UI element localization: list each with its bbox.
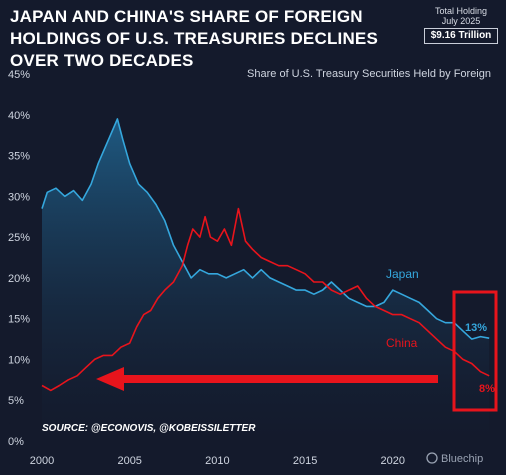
y-tick-label: 10% [8, 354, 30, 366]
china-series-label: China [386, 336, 418, 350]
bluechip-logo: Bluechip [426, 452, 483, 465]
y-axis: 0% 5% 10% 15% 20% 25% 30% 35% 40% 45% [8, 69, 30, 448]
y-tick-label: 40% [8, 110, 30, 122]
x-axis: 2000 2005 2010 2015 2020 [30, 455, 405, 467]
y-tick-label: 45% [8, 69, 30, 81]
left-arrow [96, 367, 438, 391]
x-tick-label: 2020 [381, 455, 405, 467]
x-tick-label: 2010 [205, 455, 229, 467]
x-tick-label: 2000 [30, 455, 54, 467]
japan-series-line [41, 118, 490, 340]
y-tick-label: 25% [8, 232, 30, 244]
japan-end-label: 13% [465, 322, 487, 334]
y-tick-label: 0% [8, 436, 24, 448]
bluechip-logo-icon [426, 452, 438, 464]
y-tick-label: 30% [8, 191, 30, 203]
x-tick-label: 2005 [117, 455, 141, 467]
total-holding-date: July 2025 [441, 16, 481, 26]
chart-subtitle: Share of U.S. Treasury Securities Held b… [247, 68, 491, 80]
total-holding-value: $9.16 Trillion [424, 28, 498, 44]
japan-area-fill [42, 118, 490, 442]
y-tick-label: 5% [8, 395, 24, 407]
y-tick-label: 35% [8, 151, 30, 163]
japan-series-label: Japan [386, 267, 419, 281]
x-tick-label: 2015 [293, 455, 317, 467]
highlight-box [452, 290, 498, 412]
source-label: SOURCE: @ECONOVIS, @KOBEISSILETTER [42, 423, 256, 434]
total-holding-label: Total Holding [434, 6, 488, 16]
y-tick-label: 15% [8, 314, 30, 326]
y-tick-label: 20% [8, 273, 30, 285]
china-end-label: 8% [479, 383, 495, 395]
total-holding-box: Total Holding July 2025 $9.16 Trillion [424, 6, 498, 44]
china-series-line [41, 207, 490, 392]
chart-title: JAPAN AND CHINA'S SHARE OF FOREIGN HOLDI… [10, 7, 379, 70]
watermark-text: Bluechip [441, 453, 483, 465]
